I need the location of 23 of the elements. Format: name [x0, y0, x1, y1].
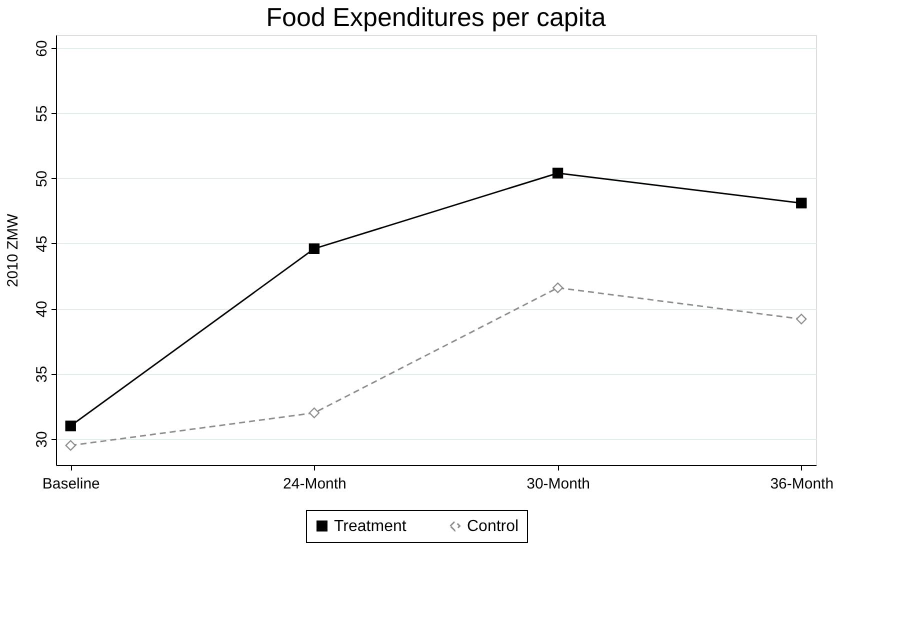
legend-label: Treatment [334, 518, 407, 535]
point [308, 408, 320, 418]
point [796, 314, 807, 324]
x-tick-label: Baseline [42, 476, 100, 492]
y-tick-label: 30 [34, 431, 50, 448]
point [796, 198, 807, 208]
y-tick-label: 50 [34, 170, 50, 188]
chart-title: Food Expenditures per capita [266, 2, 606, 32]
x-tick-label: 36-Month [770, 476, 834, 492]
y-tick-label: 35 [34, 366, 50, 383]
x-tick-label: 30-Month [526, 476, 590, 492]
y-tick-label: 60 [34, 40, 50, 57]
point [65, 420, 76, 432]
point [308, 243, 320, 254]
x-tick-label: 24-Month [283, 476, 346, 492]
y-tick-label: 40 [34, 300, 50, 318]
point [552, 168, 564, 178]
point [65, 440, 76, 451]
legend-label: Control [467, 518, 519, 535]
y-tick-label: 55 [34, 105, 50, 122]
y-axis-title: 2010 ZMW [4, 212, 22, 288]
y-tick-label: 45 [34, 236, 50, 252]
point [552, 282, 564, 294]
